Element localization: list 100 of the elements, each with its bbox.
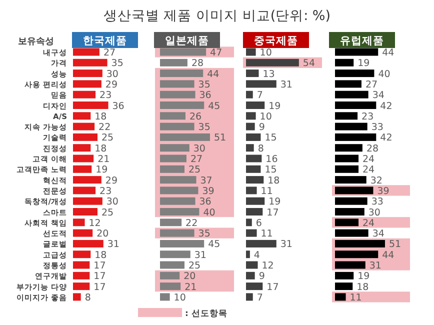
data-label: 39 [377,186,390,197]
data-label: 35 [198,122,210,134]
data-label: 18 [94,111,107,122]
bar [160,208,200,216]
bar [73,229,93,237]
data-label: 13 [262,68,275,80]
data-label: 35 [198,228,210,240]
bar [335,165,359,173]
data-label: 19 [268,100,281,112]
bar [246,58,299,66]
data-label: 19 [358,58,370,70]
bar [335,282,353,290]
bar [73,165,92,173]
bar [73,80,102,88]
bar [73,186,96,194]
data-label: 27 [365,79,378,90]
bar [160,80,194,88]
data-label: 44 [207,68,220,80]
bar [246,154,262,162]
data-label: 21 [98,154,110,165]
data-label: 18 [268,175,280,186]
data-label: 11 [260,228,273,240]
bar [160,165,184,173]
bar [73,272,90,280]
data-label: 34 [372,90,384,102]
bar [73,250,91,258]
bar [246,250,250,258]
data-label: 31 [280,79,292,90]
data-label: 24 [362,164,375,176]
data-label: 10 [174,292,186,304]
data-label: 8 [84,292,91,304]
data-label: 44 [382,250,394,261]
data-label: 19 [268,196,281,208]
data-label: 19 [96,164,108,176]
data-label: 23 [100,186,112,197]
data-label: 25 [102,207,114,218]
bar [160,112,186,120]
data-label: 33 [371,196,384,208]
bar [73,70,102,78]
data-label: 29 [105,175,118,186]
bar [246,112,256,120]
data-label: 25 [188,164,201,176]
y-axis-title: 보유속성 [18,37,54,47]
bar [335,90,368,98]
bar [335,186,374,194]
bar [335,122,368,130]
bar [160,133,210,141]
data-label: 15 [264,164,277,176]
data-label: 18 [94,250,107,261]
text: 생산국별 제품 이미지 비교(단위: %) [103,8,331,24]
bar [246,48,256,56]
data-label: 4 [254,250,260,261]
bar [335,144,362,152]
data-label: 33 [371,122,384,134]
data-label: 30 [106,196,118,208]
bar [73,112,91,120]
data-label: 29 [105,79,118,90]
bar [160,250,190,258]
bar [73,261,90,269]
data-label: 12 [88,218,101,229]
bar [160,90,196,98]
data-label: 32 [370,175,382,186]
bar [160,154,186,162]
bar [160,144,190,152]
data-label: 42 [380,132,392,144]
data-label: 30 [193,143,206,154]
bar [160,176,196,184]
data-label: 11 [350,292,362,304]
bar [246,70,259,78]
bar [246,176,264,184]
bar [246,186,257,194]
bar [335,70,374,78]
bar [335,272,354,280]
bar [73,176,102,184]
bar [73,240,104,248]
chart-subtitle: 중국제품 [254,35,298,47]
bar [160,282,181,290]
bar [246,229,257,237]
bar [335,112,358,120]
data-label: 36 [112,100,124,112]
data-label: 47 [210,48,222,58]
data-label: 40 [203,207,216,218]
bar [335,154,359,162]
bar [160,218,182,226]
data-label: 31 [280,239,292,250]
bar [73,102,108,109]
bar [335,293,346,301]
data-label: 54 [302,58,316,70]
data-label: 27 [103,48,116,58]
bar [73,144,91,152]
data-label: 39 [202,186,214,197]
bar [335,208,364,216]
bar [335,133,376,141]
bar [160,102,204,109]
bar [335,102,376,109]
data-label: 19 [358,271,370,282]
data-label: 16 [266,154,278,165]
data-label: 30 [368,207,380,218]
bar [246,282,263,290]
text: : 선도항목 [185,309,228,319]
